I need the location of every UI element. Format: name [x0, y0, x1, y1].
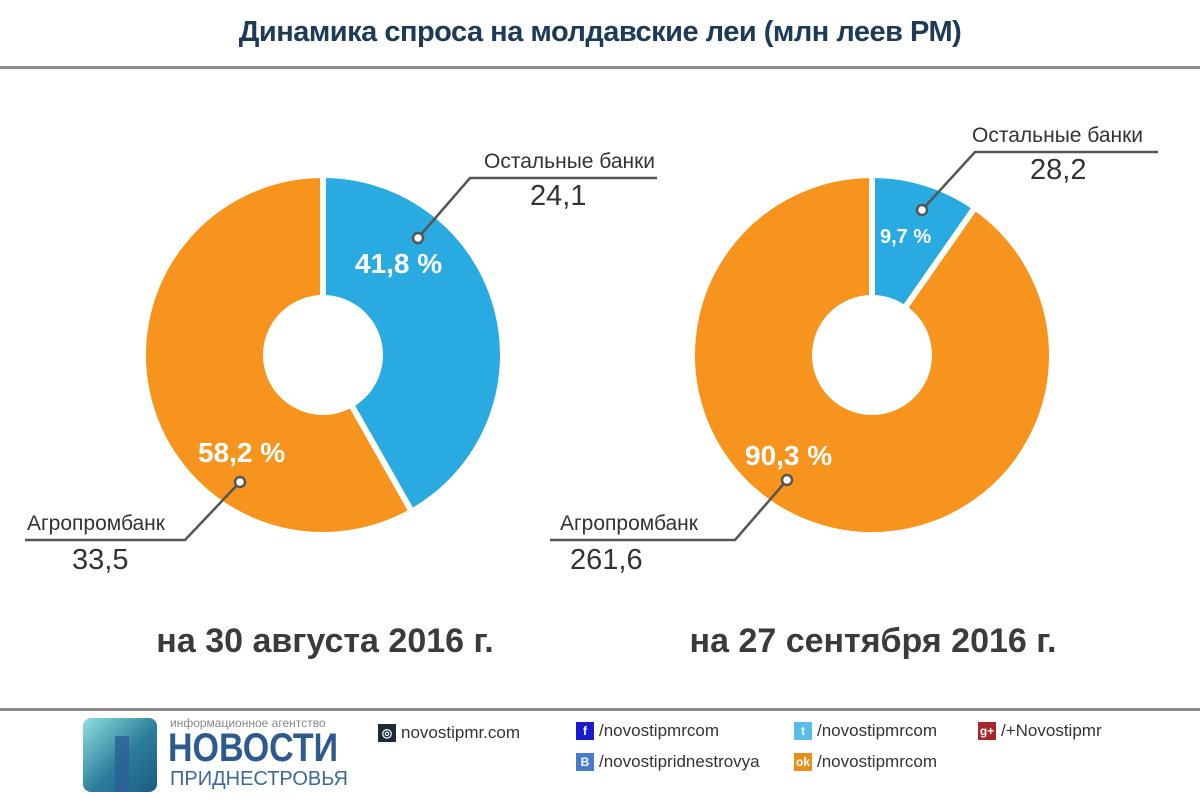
value-agroprombank-1: 33,5 — [72, 544, 129, 576]
leader-line-2-2 — [550, 479, 788, 542]
leader-dot-1-1 — [411, 231, 425, 245]
percent-agroprombank-2: 90,3 % — [745, 440, 833, 471]
label-other-banks-2: Остальные банки — [972, 124, 1144, 147]
brand-name: НОВОСТИ — [168, 726, 339, 770]
leader-dot-2-2 — [780, 473, 794, 487]
twitter-icon: t — [794, 722, 812, 740]
facebook-icon: f — [576, 722, 594, 740]
value-other-banks-2: 28,2 — [1030, 154, 1087, 186]
gplus-text: /+Novostipmr — [1001, 721, 1102, 740]
donut-hole-1 — [263, 295, 383, 415]
label-agroprombank-2: Агропромбанк — [560, 512, 698, 535]
value-other-banks-1: 24,1 — [530, 180, 587, 212]
agency-label: информационное агентство — [170, 716, 326, 730]
percent-other-banks-1: 41,8 % — [355, 248, 443, 279]
percent-agroprombank-1: 58,2 % — [198, 437, 286, 468]
leader-line-1-1 — [417, 176, 657, 239]
vk-text: /novostipridnestrovya — [599, 752, 760, 771]
twitter-text: /novostipmrcom — [817, 721, 937, 740]
site-link[interactable]: ◎ novostipmr.com — [378, 723, 520, 743]
brand-subname: ПРИДНЕСТРОВЬЯ — [170, 768, 348, 790]
subtitle-1: на 30 августа 2016 г. — [156, 622, 494, 660]
slice-1-1 — [320, 172, 506, 515]
leader-line-2-1 — [921, 150, 1158, 211]
twitter-link[interactable]: t/novostipmrcom — [794, 721, 937, 741]
ok-text: /novostipmrcom — [817, 752, 937, 771]
label-agroprombank-1: Агропромбанк — [27, 512, 165, 535]
globe-icon: ◎ — [378, 724, 396, 742]
facebook-text: /novostipmrcom — [599, 721, 719, 740]
facebook-link[interactable]: f/novostipmrcom — [576, 721, 719, 741]
site-text: novostipmr.com — [401, 723, 521, 742]
leader-dot-2-1 — [915, 203, 929, 217]
google-plus-icon: g+ — [978, 722, 996, 740]
leader-dot-1-2 — [233, 475, 247, 489]
odnoklassniki-icon: ok — [794, 753, 812, 771]
donut-hole-2 — [812, 295, 932, 415]
leader-line-1-2 — [25, 481, 241, 542]
subtitle-2: на 27 сентября 2016 г. — [689, 622, 1057, 660]
vk-icon: B — [576, 753, 594, 771]
gplus-link[interactable]: g+ /+Novostipmr — [978, 721, 1102, 741]
percent-other-banks-2: 9,7 % — [880, 226, 932, 248]
ok-link[interactable]: ok/novostipmrcom — [794, 752, 937, 772]
chart-title: Динамика спроса на молдавские леи (млн л… — [238, 16, 962, 48]
logo-icon — [83, 718, 157, 792]
value-agroprombank-2: 261,6 — [570, 544, 643, 576]
bottom-divider — [0, 708, 1200, 711]
top-divider — [0, 66, 1200, 69]
label-other-banks-1: Остальные банки — [484, 150, 656, 173]
vk-link[interactable]: B/novostipridnestrovya — [576, 752, 760, 772]
